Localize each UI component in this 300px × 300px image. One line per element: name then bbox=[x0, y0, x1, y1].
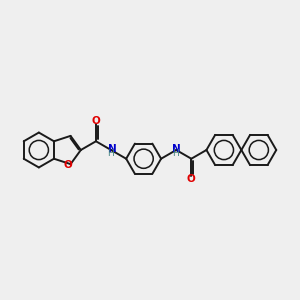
Text: N: N bbox=[108, 144, 116, 154]
Text: N: N bbox=[172, 144, 181, 154]
Text: H: H bbox=[172, 149, 179, 158]
Text: O: O bbox=[187, 174, 195, 184]
Text: O: O bbox=[92, 116, 100, 126]
Text: H: H bbox=[107, 149, 114, 158]
Text: O: O bbox=[63, 160, 72, 170]
